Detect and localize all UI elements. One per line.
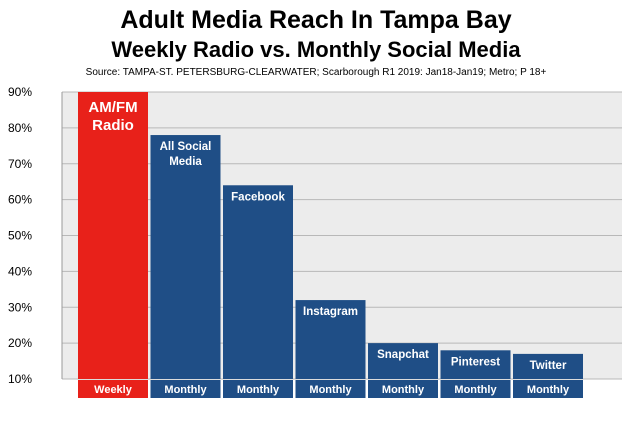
category-cell [295,380,366,398]
y-tick-label: 30% [8,300,32,314]
category-label: Monthly [164,384,207,396]
category-label: Monthly [237,384,280,396]
category-label: Weekly [94,384,133,396]
bar [513,353,583,379]
category-cell [513,380,583,398]
y-tick-label: 10% [8,372,32,386]
category-cell [368,380,438,398]
bar [440,350,511,379]
y-tick-label: 20% [8,336,32,350]
bar-label: Facebook [231,191,285,203]
bar-label: Snapchat [377,349,429,361]
bar [78,92,148,379]
bar [150,135,221,379]
bar-label: Radio [92,117,134,134]
bar [295,300,366,379]
category-label: Monthly [454,384,497,396]
category-cell [150,380,221,398]
chart-title: Adult Media Reach In Tampa Bay [120,6,512,34]
y-tick-label: 80% [8,121,32,135]
category-cell [223,380,293,398]
category-cell [78,380,148,398]
bar-label: Twitter [530,360,567,372]
category-label: Monthly [382,384,425,396]
bar [223,185,293,379]
chart-source-note: Source: TAMPA-ST. PETERSBURG-CLEARWATER;… [85,67,547,78]
bar-label: Instagram [303,306,358,318]
chart-subtitle: Weekly Radio vs. Monthly Social Media [111,37,521,62]
bar [368,343,438,379]
y-tick-label: 60% [8,193,32,207]
category-label: Monthly [309,384,352,396]
y-tick-label: 70% [8,157,32,171]
y-tick-label: 90% [8,85,32,99]
category-label: Monthly [527,384,570,396]
bar-label: All Social [160,141,212,153]
category-cell [440,380,511,398]
y-tick-label: 50% [8,229,32,243]
bar-label: Media [169,156,202,168]
bar-label: Pinterest [451,356,500,368]
bar-label: AM/FM [88,99,137,116]
y-tick-label: 40% [8,264,32,278]
